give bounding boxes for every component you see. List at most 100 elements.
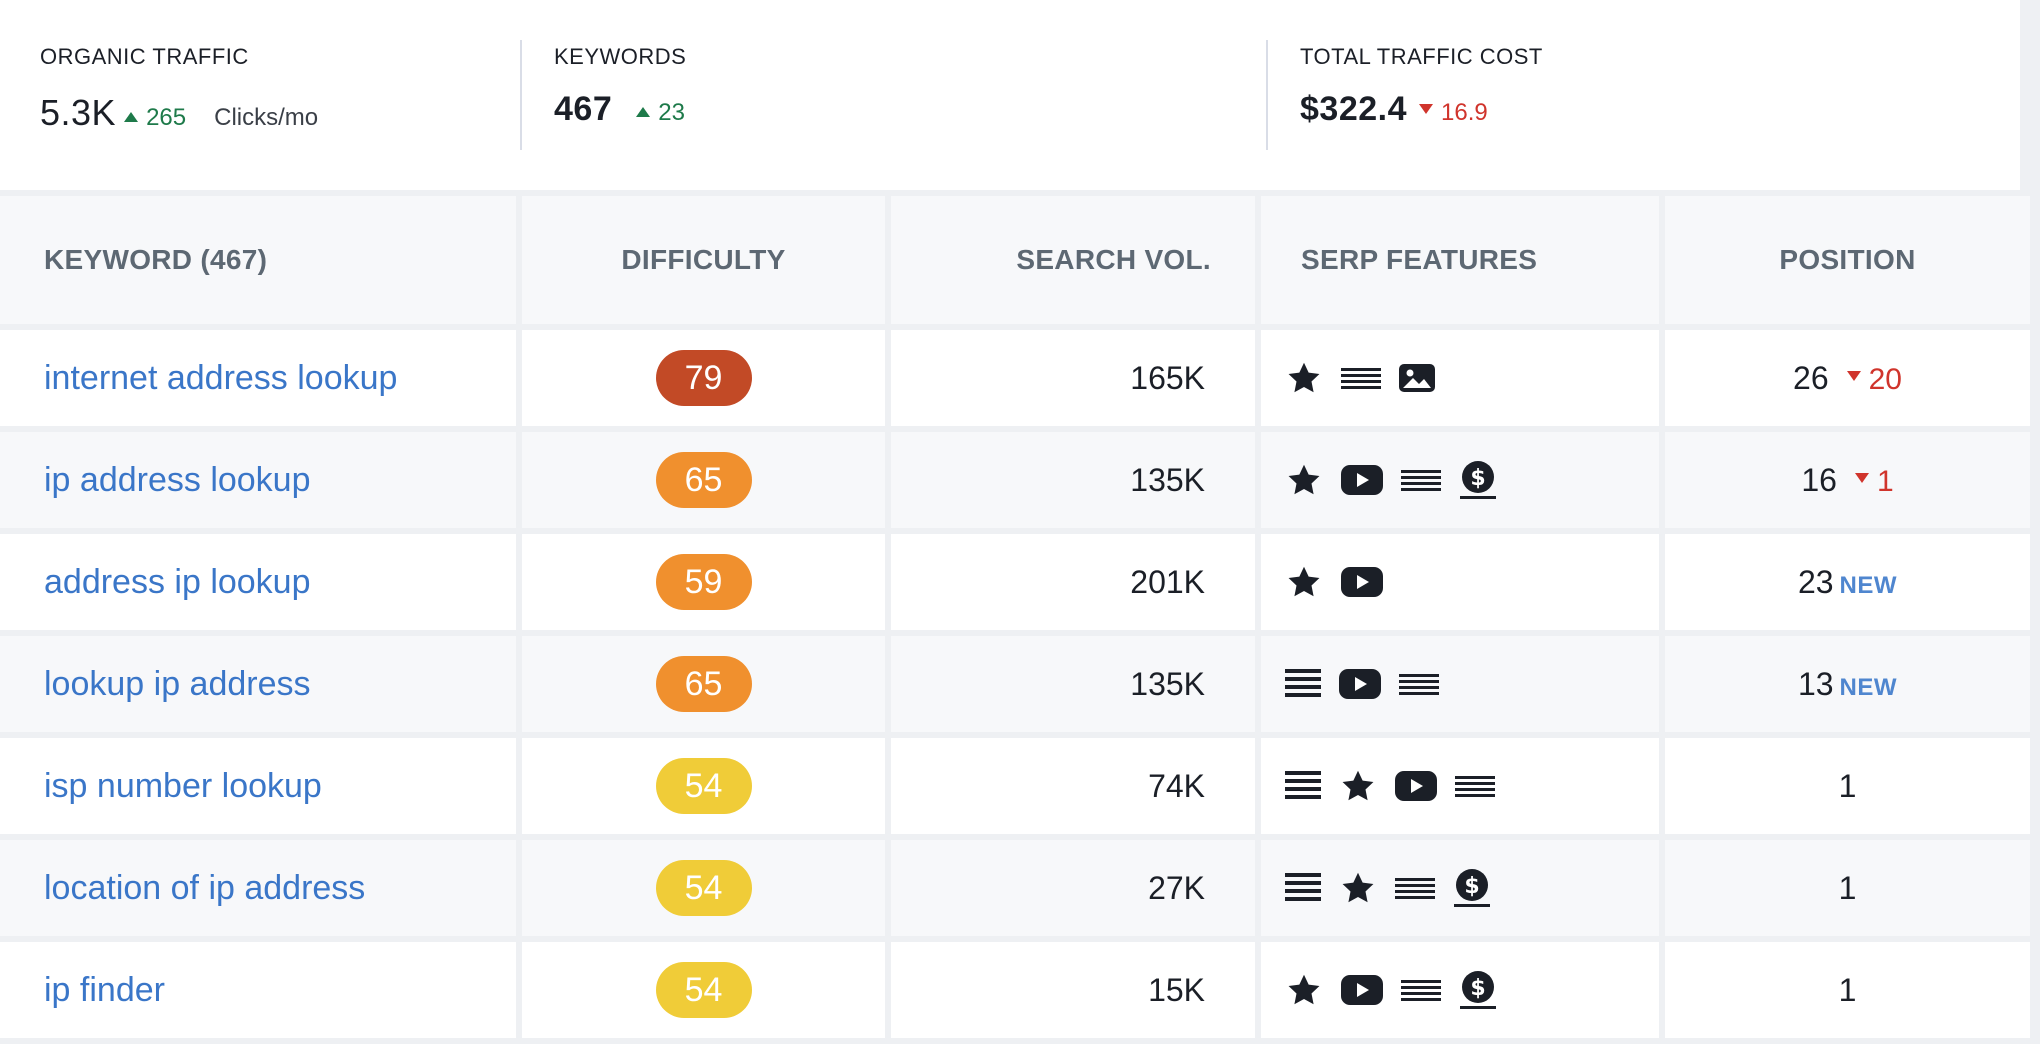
search-volume-cell: 27K — [891, 840, 1261, 942]
star-icon[interactable] — [1285, 360, 1323, 396]
new-badge: NEW — [1839, 571, 1898, 599]
column-header-keyword[interactable]: KEYWORD (467) — [0, 196, 522, 330]
position-value: 23 — [1797, 563, 1834, 600]
svg-text:$: $ — [1470, 976, 1485, 1001]
keyword-link[interactable]: isp number lookup — [0, 738, 522, 840]
star-icon[interactable] — [1285, 462, 1323, 498]
metric-divider — [1266, 40, 1268, 150]
keyword-link[interactable]: lookup ip address — [0, 636, 522, 738]
keyword-link[interactable]: address ip lookup — [0, 534, 522, 636]
position-change-value: 20 — [1868, 362, 1902, 396]
column-header-difficulty[interactable]: DIFFICULTY — [522, 196, 891, 330]
keywords-metric: KEYWORDS 467 23 — [554, 44, 686, 129]
star-icon[interactable] — [1285, 564, 1323, 600]
list-icon[interactable] — [1285, 770, 1321, 802]
keyword-link[interactable]: location of ip address — [0, 840, 522, 942]
search-volume-cell: 135K — [891, 432, 1261, 534]
table-row: ip finder 54 15K $1 — [0, 942, 2030, 1044]
traffic-cost-metric: TOTAL TRAFFIC COST $322.4 16.9 — [1300, 44, 1543, 129]
organic-traffic-unit: Clicks/mo — [214, 104, 319, 131]
table-row: address ip lookup 59 201K 23 NEW — [0, 534, 2030, 636]
video-icon[interactable] — [1395, 770, 1437, 802]
video-icon[interactable] — [1341, 464, 1383, 496]
difficulty-cell: 79 — [522, 330, 891, 432]
column-header-serp-features[interactable]: SERP FEATURES — [1261, 196, 1665, 330]
column-header-position[interactable]: POSITION — [1665, 196, 2030, 330]
snippet-lines-icon[interactable] — [1401, 978, 1441, 1002]
difficulty-cell: 65 — [522, 636, 891, 738]
position-value: 26 — [1793, 359, 1829, 396]
table-row: isp number lookup 54 74K 1 — [0, 738, 2030, 840]
list-icon[interactable] — [1285, 872, 1321, 904]
position-change: 1 — [1854, 464, 1894, 499]
traffic-cost-value: $322.4 — [1300, 90, 1407, 128]
star-icon[interactable] — [1339, 768, 1377, 804]
serp-features-cell — [1261, 636, 1665, 738]
keyword-link[interactable]: ip address lookup — [0, 432, 522, 534]
snippet-lines-icon[interactable] — [1395, 876, 1435, 900]
keywords-label: KEYWORDS — [554, 44, 687, 69]
position-cell: 23 NEW — [1665, 534, 2030, 636]
position-cell: 1 — [1665, 840, 2030, 942]
search-volume-cell: 15K — [891, 942, 1261, 1044]
trend-down-icon — [1419, 104, 1433, 114]
dollar-icon[interactable]: $ — [1459, 970, 1497, 1010]
position-cell: 1 — [1665, 738, 2030, 840]
position-cell: 1 — [1665, 942, 2030, 1044]
difficulty-cell: 54 — [522, 840, 891, 942]
trend-up-icon — [124, 112, 139, 122]
video-icon[interactable] — [1341, 566, 1383, 598]
snippet-lines-icon[interactable] — [1341, 366, 1381, 390]
keyword-link[interactable]: ip finder — [0, 942, 522, 1044]
dollar-icon[interactable]: $ — [1453, 868, 1491, 908]
difficulty-badge: 65 — [655, 656, 752, 712]
difficulty-cell: 65 — [522, 432, 891, 534]
position-value: 13 — [1797, 665, 1834, 702]
new-badge: NEW — [1839, 673, 1898, 701]
video-icon[interactable] — [1339, 668, 1381, 700]
dollar-icon[interactable]: $ — [1459, 460, 1497, 500]
difficulty-badge: 54 — [655, 758, 752, 814]
position-cell: 16 1 — [1665, 432, 2030, 534]
serp-features-cell — [1261, 534, 1665, 636]
position-change: 20 — [1846, 362, 1902, 397]
image-icon[interactable] — [1399, 362, 1435, 394]
column-header-search-volume[interactable]: SEARCH VOL. — [891, 196, 1261, 330]
serp-features-cell — [1261, 738, 1665, 840]
metrics-panel: ORGANIC TRAFFIC 5.3K 265 Clicks/mo KEYWO… — [0, 0, 2020, 190]
difficulty-badge: 54 — [655, 860, 752, 916]
difficulty-badge: 79 — [655, 350, 752, 406]
table-row: location of ip address 54 27K $1 — [0, 840, 2030, 942]
search-volume-cell: 74K — [891, 738, 1261, 840]
search-volume-cell: 201K — [891, 534, 1261, 636]
snippet-lines-icon[interactable] — [1399, 672, 1439, 696]
position-cell: 13 NEW — [1665, 636, 2030, 738]
position-change-value: 1 — [1876, 464, 1894, 498]
difficulty-badge: 59 — [655, 554, 752, 610]
position-value: 1 — [1838, 869, 1857, 906]
star-icon[interactable] — [1285, 972, 1323, 1008]
serp-features-cell: $ — [1261, 432, 1665, 534]
position-value: 16 — [1801, 461, 1837, 498]
search-volume-cell: 165K — [891, 330, 1261, 432]
svg-text:$: $ — [1464, 874, 1479, 899]
table-row: ip address lookup 65 135K $16 1 — [0, 432, 2030, 534]
snippet-lines-icon[interactable] — [1401, 468, 1441, 492]
keyword-link[interactable]: internet address lookup — [0, 330, 522, 432]
snippet-lines-icon[interactable] — [1455, 774, 1495, 798]
trend-down-icon — [1854, 472, 1869, 483]
star-icon[interactable] — [1339, 870, 1377, 906]
table-row: lookup ip address 65 135K 13 NEW — [0, 636, 2030, 738]
serp-features-cell — [1261, 330, 1665, 432]
difficulty-cell: 54 — [522, 738, 891, 840]
keywords-delta-value: 23 — [658, 99, 685, 126]
keywords-delta: 23 — [636, 99, 685, 127]
organic-traffic-metric: ORGANIC TRAFFIC 5.3K 265 Clicks/mo — [40, 44, 318, 134]
serp-features-cell: $ — [1261, 942, 1665, 1044]
video-icon[interactable] — [1341, 974, 1383, 1006]
position-cell: 26 20 — [1665, 330, 2030, 432]
trend-down-icon — [1846, 370, 1861, 381]
trend-up-icon — [636, 107, 651, 117]
list-icon[interactable] — [1285, 668, 1321, 700]
table-header-row: KEYWORD (467) DIFFICULTY SEARCH VOL. SER… — [0, 196, 2030, 330]
